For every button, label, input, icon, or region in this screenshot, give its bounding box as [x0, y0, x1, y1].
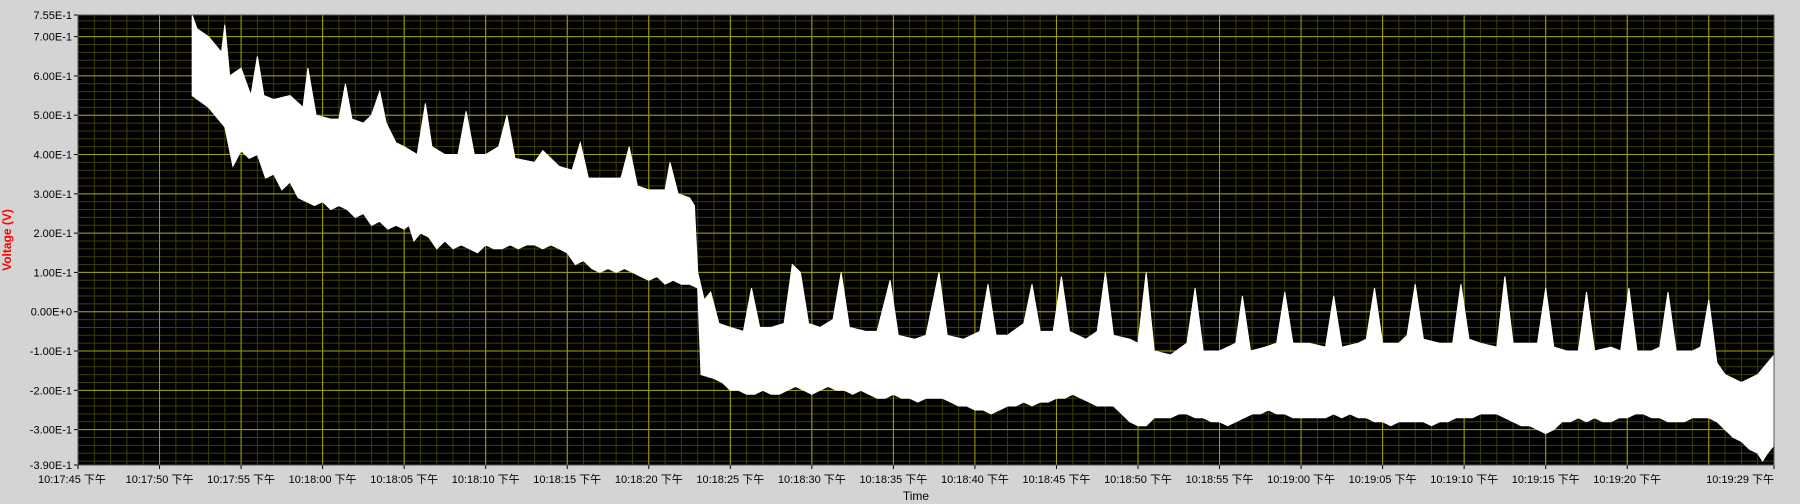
x-tick-label: 10:19:05 下午 — [1349, 473, 1417, 486]
voltage-trace-layer — [191, 14, 1775, 463]
y-tick-label: 7.00E-1 — [33, 32, 72, 44]
x-tick-label: 10:19:20 下午 — [1593, 473, 1661, 486]
x-tick-label: 10:18:45 下午 — [1023, 473, 1091, 486]
x-tick-label: 10:18:05 下午 — [370, 473, 438, 486]
y-tick-label: 1.00E-1 — [33, 267, 72, 279]
x-tick-label: 10:18:50 下午 — [1104, 473, 1172, 486]
y-axis-label: Voltage (V) — [0, 209, 14, 271]
x-tick-label: 10:19:10 下午 — [1430, 473, 1498, 486]
x-tick-label: 10:19:15 下午 — [1512, 473, 1580, 486]
y-tick-label: 5.00E-1 — [33, 110, 72, 122]
x-tick-label: 10:17:55 下午 — [207, 473, 275, 486]
y-tick-label: -3.90E-1 — [30, 460, 72, 472]
y-tick-label: 4.00E-1 — [33, 150, 72, 162]
x-tick-label: 10:18:10 下午 — [452, 473, 520, 486]
y-axis-tick-labels: 7.55E-1 7.00E-1 6.00E-1 5.00E-1 4.00E-1 3.00E… — [30, 10, 78, 472]
y-tick-label: 3.00E-1 — [33, 189, 72, 201]
voltage-trace — [191, 14, 1775, 463]
x-tick-label: 10:18:30 下午 — [778, 473, 846, 486]
x-tick-label: 10:18:00 下午 — [289, 473, 357, 486]
x-tick-label: 10:18:55 下午 — [1186, 473, 1254, 486]
y-tick-label: 0.00E+0 — [31, 307, 72, 319]
x-tick-label: 10:17:50 下午 — [126, 473, 194, 486]
y-tick-label: 6.00E-1 — [33, 71, 72, 83]
plot-frame — [77, 14, 1775, 466]
x-tick-label: 10:18:35 下午 — [859, 473, 927, 486]
major-grid — [78, 15, 1774, 465]
y-tick-label: -3.00E-1 — [30, 425, 72, 437]
y-tick-label: 2.00E-1 — [33, 228, 72, 240]
y-tick-label: 7.55E-1 — [33, 10, 72, 22]
x-axis-label: Time — [903, 489, 930, 503]
y-tick-label: -2.00E-1 — [30, 385, 72, 397]
x-tick-label: 10:19:29 下午 — [1706, 473, 1774, 486]
x-tick-label: 10:18:15 下午 — [533, 473, 601, 486]
y-tick-label: -1.00E-1 — [30, 346, 72, 358]
x-axis-tick-labels: 10:17:45 下午 10:17:50 下午 10:17:55 下午 10:18:0… — [38, 465, 1775, 486]
x-tick-label: 10:18:40 下午 — [941, 473, 1009, 486]
x-tick-label: 10:18:20 下午 — [615, 473, 683, 486]
x-tick-label: 10:19:00 下午 — [1267, 473, 1335, 486]
x-tick-label: 10:18:25 下午 — [696, 473, 764, 486]
x-tick-label: 10:17:45 下午 — [38, 473, 106, 486]
